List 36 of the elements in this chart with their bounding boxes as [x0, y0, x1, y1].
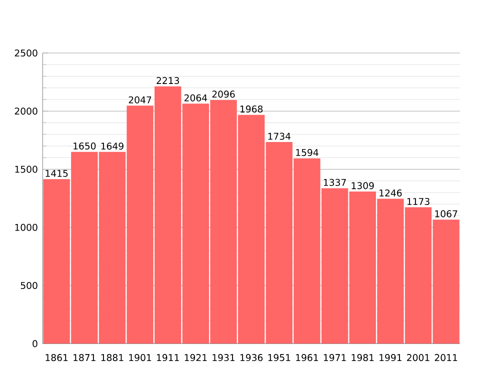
- data-label: 2064: [184, 94, 208, 102]
- y-tick-label: 2000: [14, 108, 38, 115]
- x-tick-label: 1861: [46, 354, 68, 362]
- x-tick-label: 1951: [268, 354, 290, 362]
- x-tick-label: 1981: [352, 354, 374, 362]
- data-label: 1649: [101, 142, 124, 150]
- data-label: 1415: [46, 170, 68, 177]
- data-label: 1968: [240, 106, 263, 113]
- x-tick-label: 1971: [324, 354, 346, 362]
- data-label: 1734: [268, 132, 291, 140]
- data-label: 1594: [296, 149, 318, 156]
- y-tick-label: 1000: [15, 224, 38, 231]
- data-label: 2096: [212, 90, 235, 98]
- x-tick-label: 2001: [407, 354, 430, 362]
- data-label: 1246: [380, 189, 402, 197]
- x-tick-label: 1881: [101, 354, 124, 362]
- y-tick-label: 1500: [15, 166, 38, 173]
- data-label: 1173: [407, 198, 430, 205]
- data-label: 1309: [352, 182, 374, 190]
- data-label: 2213: [156, 77, 179, 84]
- x-tick-label: 1961: [296, 354, 318, 362]
- x-tick-label: 1901: [129, 354, 152, 362]
- x-tick-label: 1921: [184, 354, 207, 362]
- data-label: 2047: [128, 96, 152, 104]
- x-tick-label: 1931: [212, 354, 235, 362]
- x-tick-label: 1936: [240, 354, 263, 362]
- x-tick-label: 1871: [74, 354, 96, 362]
- x-tick-label: 1991: [380, 354, 402, 362]
- y-tick-label: 500: [20, 282, 38, 290]
- data-label: 1337: [324, 178, 346, 186]
- y-tick-label: 2500: [14, 49, 38, 57]
- x-tick-label: 2011: [434, 354, 458, 362]
- x-tick-label: 1911: [157, 354, 179, 362]
- data-label: 1067: [435, 210, 458, 218]
- data-label: 1650: [74, 142, 96, 150]
- y-tick-label: 0: [32, 340, 38, 348]
